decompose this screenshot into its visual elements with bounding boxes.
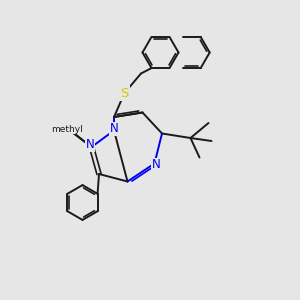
Text: S: S bbox=[120, 86, 129, 100]
Text: N: N bbox=[152, 158, 160, 172]
Text: methyl: methyl bbox=[51, 124, 83, 134]
Text: N: N bbox=[85, 138, 94, 151]
Text: N: N bbox=[110, 122, 118, 136]
